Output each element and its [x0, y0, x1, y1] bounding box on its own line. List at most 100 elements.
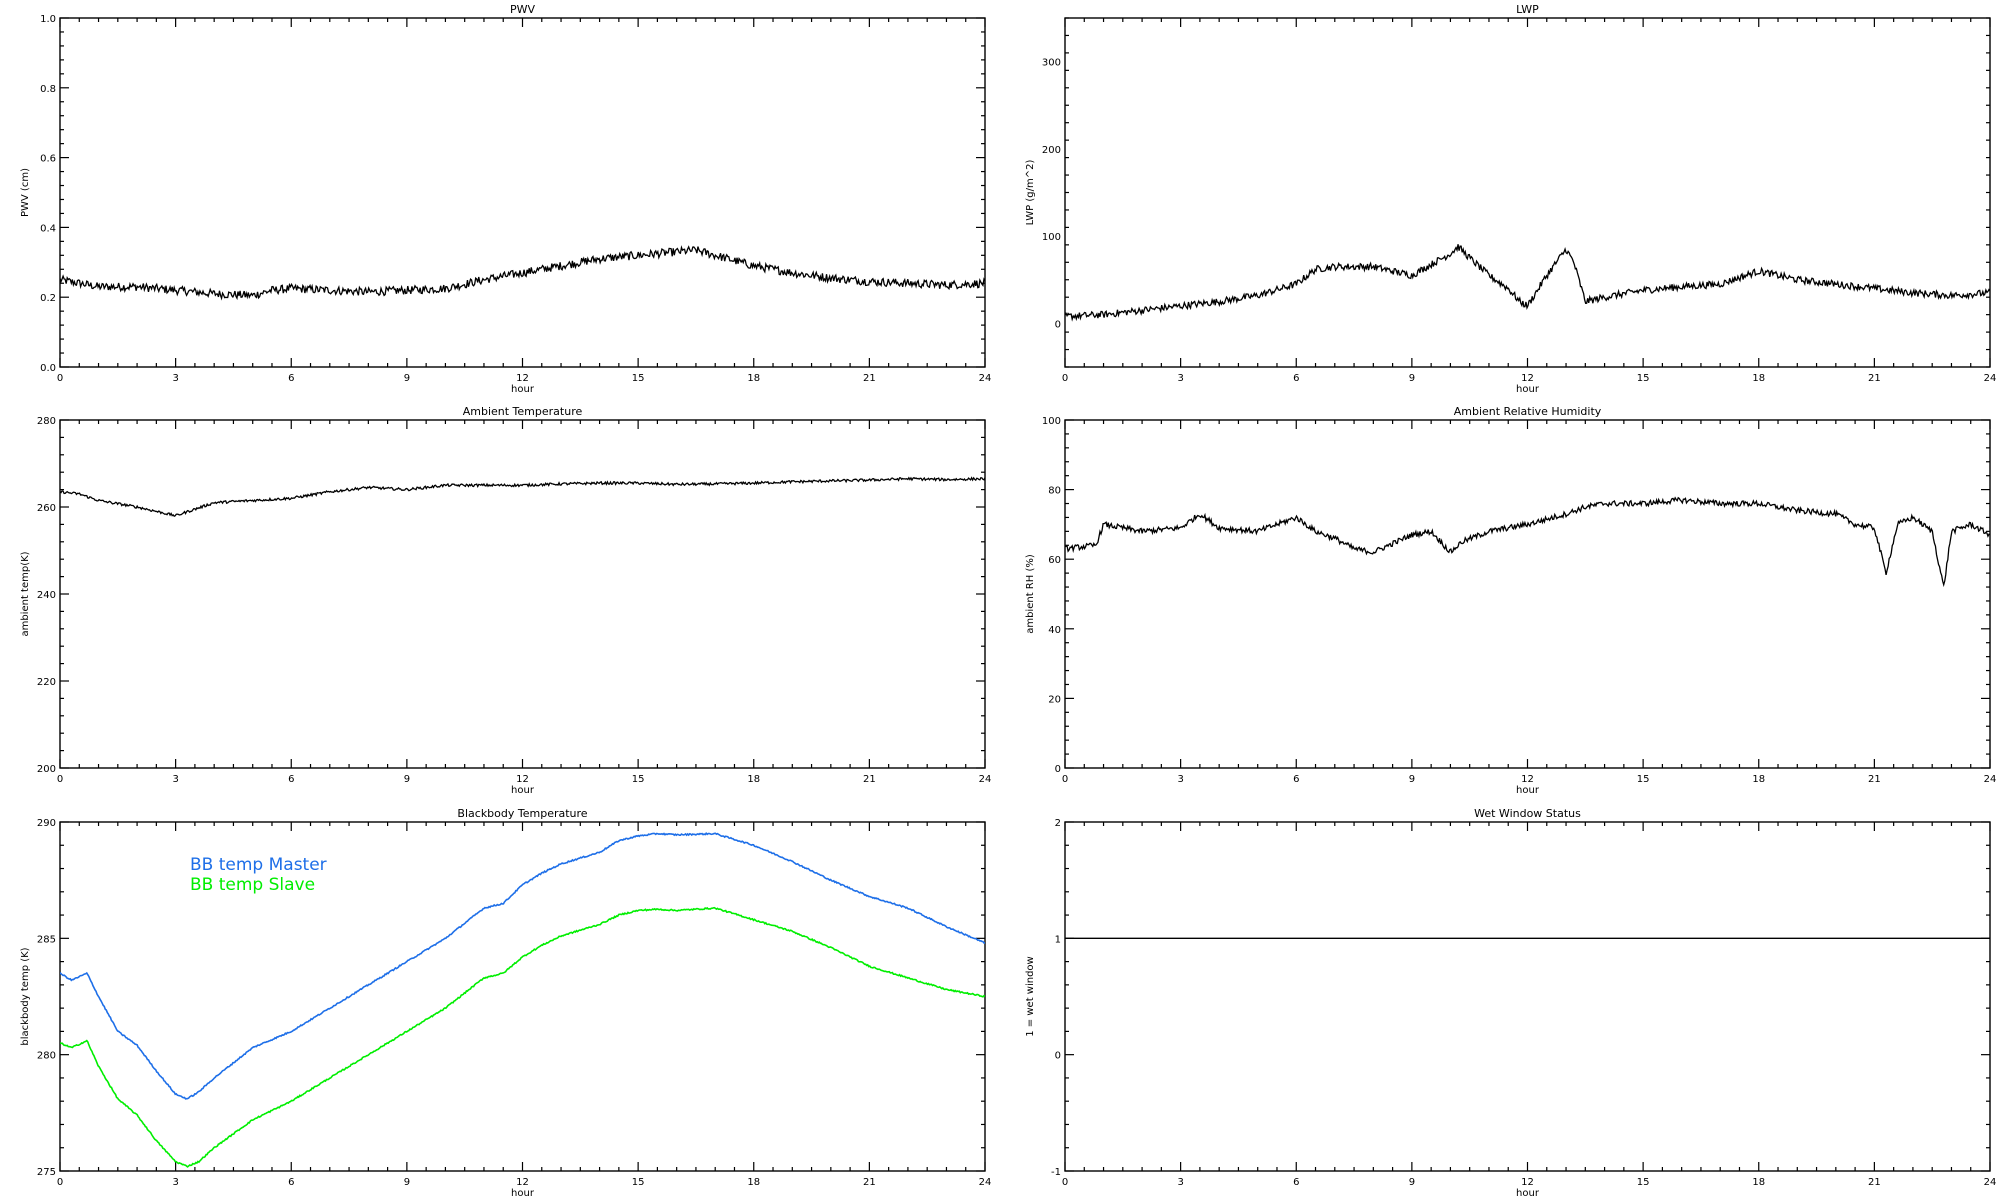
pwv-xtick-label: 6	[288, 373, 294, 384]
temp-ytick-label: 200	[37, 764, 56, 775]
bb-line-bb-temp-master	[60, 832, 985, 1100]
pwv-plot-frame	[59, 17, 986, 368]
bb-legend-entry: BB temp Master	[190, 855, 327, 875]
temp-xtick-label: 15	[632, 774, 645, 785]
bb-ytick-label: 275	[37, 1167, 56, 1178]
rh-xtick-label: 0	[1062, 774, 1068, 785]
rh-line-series-0	[1065, 496, 1990, 588]
lwp-xtick-label: 18	[1752, 373, 1765, 384]
panel-bb: Blackbody Temperature 0 3 6 9 12 15 18 21 24 hour 2…	[20, 807, 991, 1199]
bb-ytick-label: 285	[37, 934, 56, 945]
wet-ytick-label: 0	[1055, 1051, 1061, 1062]
rh-xtick-label: 12	[1521, 774, 1534, 785]
pwv-xtick-label: 18	[747, 373, 760, 384]
pwv-xlabel: hour	[511, 384, 535, 395]
lwp-xtick-label: 0	[1062, 373, 1068, 384]
lwp-title: LWP	[1516, 3, 1539, 16]
bb-legend-entry: BB temp Slave	[190, 875, 315, 895]
lwp-line-series-0	[1065, 244, 1990, 322]
bb-xtick-label: 21	[863, 1177, 876, 1188]
pwv-ytick-label: 0.2	[40, 293, 56, 304]
lwp-xtick-label: 9	[1409, 373, 1415, 384]
pwv-ytick-label: 0.8	[40, 84, 56, 95]
rh-xtick-label: 21	[1868, 774, 1881, 785]
panel-pwv: PWV 0 3 6 9 12 15 18 21 24 hour 0.0 0.2 0.4 0.6 0.8 1.0 P…	[20, 3, 991, 395]
temp-xtick-label: 3	[172, 774, 178, 785]
wet-xtick-label: 18	[1752, 1177, 1765, 1188]
temp-title: Ambient Temperature	[463, 405, 583, 418]
bb-title: Blackbody Temperature	[457, 807, 587, 820]
panel-temp: Ambient Temperature 0 3 6 9 12 15 18 21 24 hour 200…	[20, 405, 991, 796]
rh-ytick-label: 20	[1048, 694, 1061, 705]
bb-xtick-label: 15	[632, 1177, 645, 1188]
lwp-xtick-label: 6	[1293, 373, 1299, 384]
wet-xtick-label: 12	[1521, 1177, 1534, 1188]
rh-xtick-label: 3	[1177, 774, 1183, 785]
rh-ytick-label: 100	[1042, 416, 1061, 427]
rh-xtick-label: 6	[1293, 774, 1299, 785]
wet-xtick-label: 6	[1293, 1177, 1299, 1188]
temp-xtick-label: 18	[747, 774, 760, 785]
bb-line-bb-temp-slave	[60, 906, 985, 1168]
bb-ylabel: blackbody temp (K)	[20, 947, 31, 1045]
bb-ytick-label: 280	[37, 1051, 56, 1062]
rh-plot-frame	[1064, 419, 1991, 769]
pwv-ylabel: PWV (cm)	[20, 168, 31, 217]
lwp-xtick-label: 21	[1868, 373, 1881, 384]
bb-xlabel: hour	[511, 1188, 535, 1199]
lwp-ytick-label: 100	[1042, 232, 1061, 243]
pwv-ytick-label: 0.4	[40, 223, 56, 234]
temp-ytick-label: 240	[37, 590, 56, 601]
bb-xtick-label: 12	[516, 1177, 529, 1188]
wet-plot-frame	[1064, 821, 1991, 1172]
bb-xtick-label: 18	[747, 1177, 760, 1188]
lwp-ytick-label: 0	[1055, 319, 1061, 330]
pwv-xtick-label: 3	[172, 373, 178, 384]
bb-xtick-label: 6	[288, 1177, 294, 1188]
bb-xtick-label: 24	[979, 1177, 992, 1188]
temp-plot-frame	[59, 419, 986, 769]
pwv-line-series-0	[60, 245, 985, 301]
panel-rh: Ambient Relative Humidity 0 3 6 9 12 15 18 21 24 h…	[1025, 405, 1996, 796]
lwp-xtick-label: 12	[1521, 373, 1534, 384]
pwv-xtick-label: 15	[632, 373, 645, 384]
panel-lwp: LWP 0 3 6 9 12 15 18 21 24 hour 0 100 200 300 LWP (g/m^…	[1025, 3, 1996, 395]
temp-ytick-label: 280	[37, 416, 56, 427]
pwv-xtick-label: 0	[57, 373, 63, 384]
temp-xtick-label: 0	[57, 774, 63, 785]
pwv-xtick-label: 12	[516, 373, 529, 384]
pwv-title: PWV	[510, 3, 536, 16]
wet-xtick-label: 3	[1177, 1177, 1183, 1188]
lwp-xtick-label: 15	[1637, 373, 1650, 384]
pwv-ytick-label: 1.0	[40, 14, 56, 25]
bb-xtick-label: 3	[172, 1177, 178, 1188]
wet-xtick-label: 15	[1637, 1177, 1650, 1188]
rh-title: Ambient Relative Humidity	[1454, 405, 1602, 418]
rh-xtick-label: 18	[1752, 774, 1765, 785]
temp-xtick-label: 24	[979, 774, 992, 785]
rh-xlabel: hour	[1516, 785, 1540, 796]
wet-xtick-label: 24	[1984, 1177, 1997, 1188]
lwp-ytick-label: 200	[1042, 145, 1061, 156]
wet-xtick-label: 21	[1868, 1177, 1881, 1188]
rh-xtick-label: 9	[1409, 774, 1415, 785]
wet-ylabel: 1 = wet window	[1025, 956, 1036, 1036]
lwp-xtick-label: 24	[1984, 373, 1997, 384]
pwv-xtick-label: 24	[979, 373, 992, 384]
temp-ylabel: ambient temp(K)	[20, 551, 31, 636]
lwp-xlabel: hour	[1516, 384, 1540, 395]
temp-xtick-label: 21	[863, 774, 876, 785]
wet-xlabel: hour	[1516, 1188, 1540, 1199]
bb-ytick-label: 290	[37, 818, 56, 829]
lwp-plot-frame	[1064, 17, 1991, 368]
rh-ytick-label: 80	[1048, 486, 1061, 497]
wet-ytick-label: 1	[1055, 934, 1061, 945]
rh-xtick-label: 15	[1637, 774, 1650, 785]
bb-xtick-label: 9	[404, 1177, 410, 1188]
pwv-xtick-label: 21	[863, 373, 876, 384]
pwv-ytick-label: 0.0	[40, 363, 56, 374]
temp-xtick-label: 6	[288, 774, 294, 785]
temp-ytick-label: 260	[37, 503, 56, 514]
